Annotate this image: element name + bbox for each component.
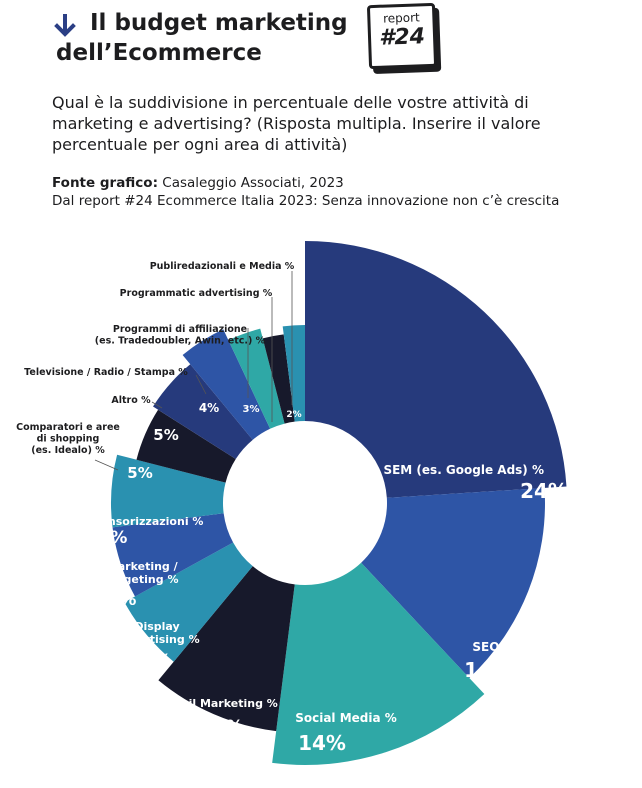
leader-line-altro <box>151 401 163 409</box>
category-label-email-marketing: Email Marketing % <box>162 697 278 710</box>
slice-programmi-di-affiliazione-es-tradedoubler-awin-etc <box>228 328 285 429</box>
source-value: Casaleggio Associati, 2023 <box>162 175 344 191</box>
category-label-publiredazionali-e-media: Publiredazionali e Media % <box>150 261 295 272</box>
category-label-altro: Altro % <box>111 395 151 406</box>
category-label-sem-es-google-ads: SEM (es. Google Ads) % <box>383 463 544 477</box>
report-line: Dal report #24 Ecommerce Italia 2023: Se… <box>52 193 560 209</box>
slice-seo <box>361 487 545 678</box>
slice-sem-es-google-ads <box>305 241 567 498</box>
slice-publiredazionali-e-media <box>282 325 305 422</box>
value-label-seo: 14% <box>464 658 512 682</box>
value-label-programmi-di-affiliazione-es-tradedoubler-awin-etc: 3% <box>243 404 260 415</box>
value-label-comparatori-e-aree-di-shopping-es-idealo: 5% <box>127 464 152 482</box>
value-label-programmatic-advertising: 2% <box>272 430 287 440</box>
value-label-remarketing-retargeting: 6% <box>108 590 137 610</box>
value-label-email-marketing: 9% <box>215 717 244 737</box>
page-title: Il budget marketing dell’Ecommerce <box>56 10 348 66</box>
slice-social-media <box>272 562 485 766</box>
value-label-sponsorizzazioni: 6% <box>99 528 128 548</box>
survey-question: Qual è la suddivisione in percentuale de… <box>52 93 541 154</box>
slice-remarketing-retargeting <box>112 513 234 597</box>
value-label-publiredazionali-e-media: 2% <box>286 410 301 420</box>
source-line: Fonte grafico: Casaleggio Associati, 202… <box>52 174 632 192</box>
category-label-seo: SEO % <box>472 640 515 654</box>
category-label-programmatic-advertising: Programmatic advertising % <box>120 288 273 299</box>
category-label-display-advertising: Display advertising % <box>114 620 199 646</box>
source-block: Fonte grafico: Casaleggio Associati, 202… <box>52 174 632 210</box>
arrow-down-icon <box>54 14 76 37</box>
category-label-comparatori-e-aree-di-shopping-es-idealo: Comparatori e aree di shopping (es. Idealo… <box>16 422 120 456</box>
source-label: Fonte grafico: <box>52 175 158 191</box>
slice-display-advertising <box>124 542 253 662</box>
leader-line-televisione-radio-stampa <box>195 374 207 395</box>
slice-comparatori-e-aree-di-shopping-es-idealo <box>136 409 236 483</box>
leader-line-comparatori-e-aree-di-shopping-es-idealo <box>94 459 119 471</box>
category-label-sponsorizzazioni: Sponsorizzazioni % <box>85 515 204 528</box>
category-label-remarketing-retargeting: Remarketing / Retargeting % <box>90 560 179 586</box>
slice-programmatic-advertising <box>262 334 295 424</box>
category-label-social-media: Social Media % <box>295 711 397 725</box>
category-label-televisione-radio-stampa: Televisione / Radio / Stampa % <box>24 367 188 378</box>
value-label-altro: 5% <box>153 426 178 444</box>
value-label-televisione-radio-stampa: 4% <box>199 401 219 415</box>
category-label-programmi-di-affiliazione-es-tradedoubler-awin-etc: Programmi di affiliazione (es. Tradedoubl… <box>95 324 266 347</box>
value-label-social-media: 14% <box>298 731 346 755</box>
slice-televisione-radio-stampa <box>182 329 271 440</box>
slice-sponsorizzazioni <box>111 454 226 528</box>
value-label-sem-es-google-ads: 24% <box>520 479 568 503</box>
value-label-display-advertising: 6% <box>143 651 172 671</box>
slice-altro <box>153 364 253 460</box>
slice-email-marketing <box>158 566 295 732</box>
